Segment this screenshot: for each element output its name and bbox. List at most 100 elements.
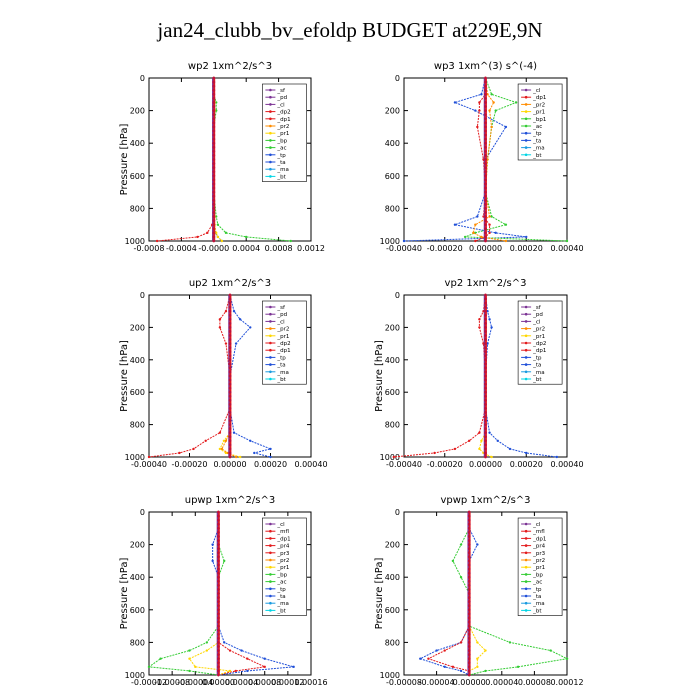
zero-marker	[484, 439, 487, 443]
zero-marker	[212, 207, 216, 210]
y-tick-label: 200	[385, 107, 400, 116]
zero-marker	[212, 145, 216, 149]
zero-marker	[467, 579, 471, 583]
zero-marker	[484, 358, 487, 362]
legend-label: _pd	[276, 312, 287, 318]
legend-marker	[269, 160, 272, 164]
zero-marker	[467, 510, 471, 514]
y-tick-label: 1000	[380, 671, 400, 680]
legend-label: _pr3	[276, 551, 290, 557]
data-point	[196, 235, 199, 239]
zero-marker	[484, 293, 487, 297]
zero-marker	[467, 555, 471, 559]
data-point	[486, 93, 489, 96]
data-point	[443, 649, 446, 652]
zero-marker	[217, 608, 220, 612]
legend-label: _dp2	[276, 110, 290, 116]
legend-label: _pd	[532, 312, 543, 318]
zero-marker	[217, 620, 220, 624]
legend-label: _bp	[532, 572, 543, 578]
data-point	[451, 665, 455, 669]
data-point	[205, 649, 209, 652]
y-axis-label: Pressure [hPa]	[374, 558, 385, 630]
zero-marker	[484, 378, 487, 382]
legend-label: _tp	[532, 355, 542, 361]
zero-marker	[484, 219, 487, 223]
legend-label: _ta	[276, 594, 285, 600]
x-tick-label: 0.00040	[294, 460, 327, 469]
zero-marker	[484, 346, 487, 350]
x-tick-label: 0.00000	[202, 678, 235, 687]
data-point	[474, 223, 477, 226]
x-tick-label: -0.00040	[131, 460, 167, 469]
zero-marker	[228, 394, 232, 398]
data-point	[246, 657, 249, 660]
zero-marker	[228, 330, 232, 333]
legend-marker	[524, 558, 528, 562]
x-tick-label: 0.00004	[485, 678, 518, 687]
zero-marker	[228, 415, 232, 418]
zero-marker	[228, 297, 232, 301]
data-point	[232, 310, 236, 313]
legend-label: _cl	[532, 88, 541, 94]
legend-marker	[524, 377, 528, 381]
x-tick-label: -0.00004	[177, 678, 213, 687]
data-point	[263, 665, 266, 669]
legend-marker	[269, 124, 272, 128]
zero-marker	[484, 92, 487, 96]
zero-marker	[217, 665, 220, 669]
zero-marker	[484, 239, 487, 243]
data-point	[494, 231, 497, 235]
legend-marker	[269, 327, 272, 330]
y-tick-label: 600	[385, 388, 400, 397]
series-line-dp1	[157, 78, 215, 242]
data-point	[478, 109, 481, 112]
zero-marker	[467, 612, 471, 616]
zero-marker	[484, 362, 487, 366]
zero-marker	[217, 600, 220, 604]
zero-marker	[212, 198, 216, 202]
y-tick-label: 400	[130, 356, 145, 365]
data-point	[238, 455, 242, 459]
y-tick-label: 200	[385, 323, 400, 332]
data-point	[463, 235, 467, 239]
zero-marker	[467, 596, 471, 599]
x-tick-label: -0.00020	[427, 244, 463, 253]
data-point	[224, 451, 228, 455]
zero-marker	[484, 402, 487, 406]
legend-marker	[524, 573, 528, 576]
legend-label: _ma	[532, 146, 544, 152]
zero-marker	[228, 411, 232, 414]
zero-marker	[217, 543, 220, 546]
data-point	[486, 310, 489, 313]
x-tick-label: 0.00008	[518, 678, 551, 687]
data-point	[486, 342, 489, 345]
legend-marker	[524, 522, 528, 526]
zero-marker	[484, 370, 487, 374]
zero-marker	[484, 451, 487, 455]
series-line-bp	[147, 512, 225, 676]
data-point	[555, 455, 559, 459]
zero-marker	[228, 326, 232, 329]
zero-marker	[467, 653, 471, 657]
data-point	[468, 439, 471, 442]
data-point	[246, 669, 249, 673]
legend-label: _tp	[276, 587, 286, 593]
legend-marker	[524, 124, 528, 128]
zero-marker	[217, 579, 220, 583]
zero-marker	[212, 215, 216, 218]
data-point	[504, 223, 508, 226]
zero-marker	[217, 604, 220, 608]
x-tick-label: 0.00020	[254, 460, 287, 469]
legend-marker	[524, 139, 528, 142]
data-point	[228, 649, 232, 652]
zero-marker	[212, 170, 216, 174]
x-tick-label: 0.00004	[225, 678, 258, 687]
zero-marker	[228, 398, 232, 402]
zero-marker	[217, 514, 220, 518]
zero-marker	[212, 149, 216, 153]
data-point	[147, 455, 151, 459]
legend-marker	[269, 341, 272, 345]
zero-marker	[217, 596, 220, 599]
legend-marker	[269, 370, 272, 374]
